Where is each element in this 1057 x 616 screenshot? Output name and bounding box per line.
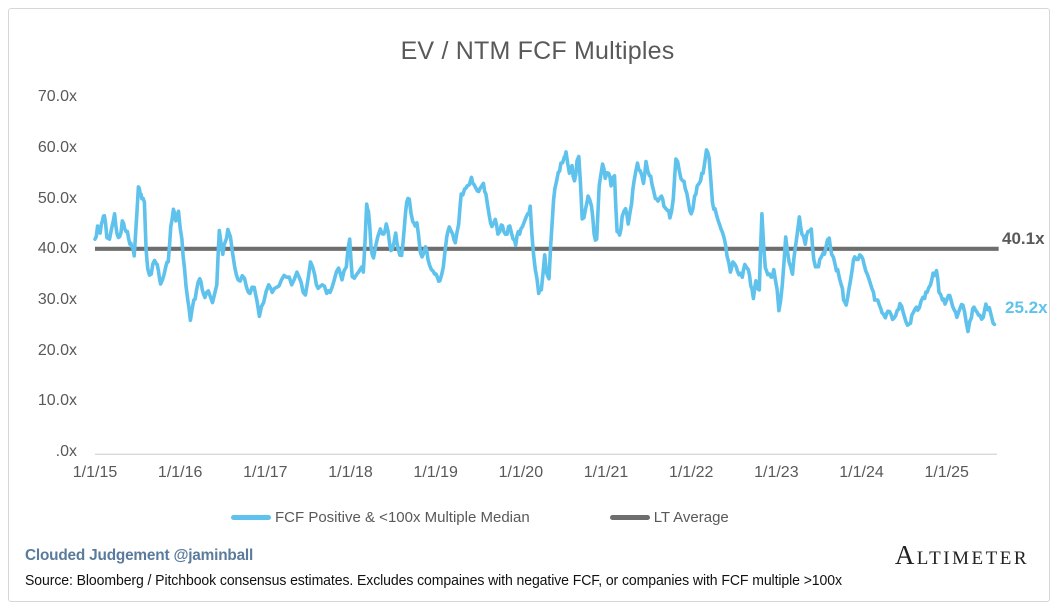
- legend-item-lt-average: LT Average: [609, 509, 729, 526]
- lt-average-value-label: 40.1x: [1002, 228, 1045, 248]
- y-tick-label: 10.0x: [37, 392, 77, 410]
- source-text: Source: Bloomberg / Pitchbook consensus …: [25, 573, 842, 589]
- plot-area: [93, 148, 999, 455]
- legend: FCF Positive & <100x Multiple Median LT …: [231, 509, 729, 526]
- y-tick-label: 50.0x: [37, 189, 77, 207]
- y-tick-label: 70.0x: [37, 88, 77, 106]
- credit-text: Clouded Judgement @jaminball: [25, 547, 254, 564]
- y-tick-label: 60.0x: [37, 138, 77, 156]
- x-tick-label: 1/1/25: [924, 464, 969, 481]
- x-tick-label: 1/1/17: [243, 464, 288, 481]
- x-tick-label: 1/1/20: [498, 464, 544, 481]
- y-tick-label: 30.0x: [37, 291, 77, 309]
- legend-label-lt-average: LT Average: [653, 509, 729, 526]
- y-tick-label: 20.0x: [37, 341, 77, 359]
- legend-item-median: FCF Positive & <100x Multiple Median: [231, 509, 530, 526]
- x-tick-label: 1/1/24: [839, 464, 884, 481]
- x-tick-label: 1/1/21: [583, 464, 629, 481]
- y-tick-label: 40.0x: [37, 240, 77, 258]
- x-tick-label: 1/1/23: [754, 464, 799, 481]
- y-tick-label: .0x: [55, 443, 77, 461]
- x-tick-label: 1/1/22: [668, 464, 714, 481]
- altimeter-logo: Altimeter: [894, 540, 1029, 570]
- chart-frame: EV / NTM FCF Multiples 70.0x 60.0x 50.0x 40…: [8, 8, 1050, 602]
- x-tick-label: 1/1/16: [157, 464, 203, 481]
- legend-label-median: FCF Positive & <100x Multiple Median: [275, 509, 530, 526]
- lt-average-swatch: [609, 515, 650, 520]
- x-tick-label: 1/1/19: [413, 464, 458, 481]
- last-value-label: 25.2x: [1005, 298, 1048, 318]
- median-line-swatch: [231, 515, 271, 520]
- x-tick-label: 1/1/18: [328, 464, 373, 481]
- chart-title: EV / NTM FCF Multiples: [400, 37, 675, 65]
- fcf-median-line: [93, 148, 997, 334]
- x-tick-label: 1/1/15: [72, 464, 118, 481]
